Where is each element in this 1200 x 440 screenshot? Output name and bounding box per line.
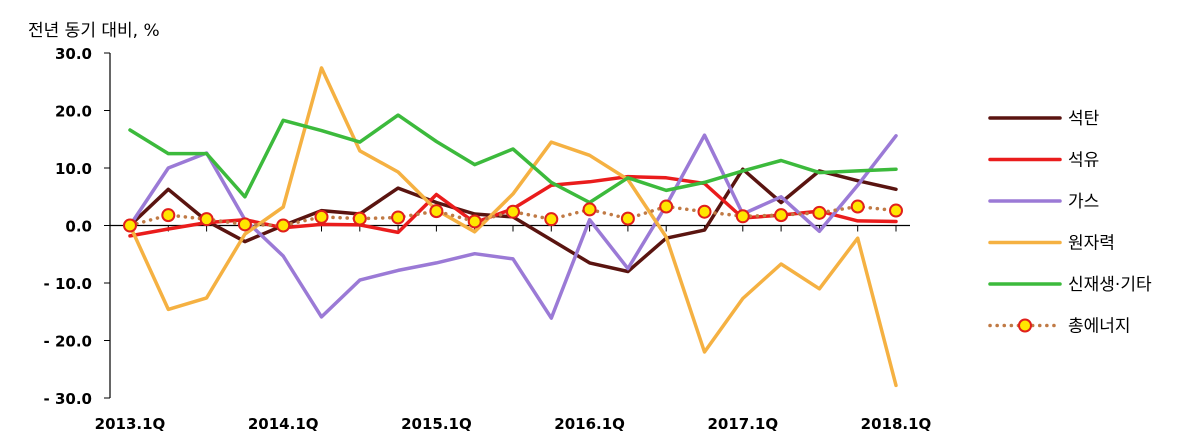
x-tick-label: 2015.1Q	[401, 415, 472, 433]
series-6-marker	[697, 204, 712, 219]
series-3-line	[128, 133, 898, 320]
series-6-marker	[812, 205, 827, 220]
series-6-marker	[199, 212, 214, 227]
series-4-line	[128, 66, 898, 388]
series-6-marker	[123, 218, 137, 233]
series-6-marker	[889, 203, 903, 218]
legend-item-1-label: 석탄	[1068, 109, 1100, 129]
series-5-line	[128, 113, 898, 205]
series-6-marker	[161, 208, 176, 223]
x-tick-label: 2017.1Q	[707, 415, 778, 433]
y-tick-label: - 20.0	[44, 333, 92, 351]
legend-item-3-label: 가스	[1068, 192, 1099, 212]
series-6-marker	[467, 214, 482, 229]
series-6-marker	[774, 208, 789, 223]
series-6-marker	[544, 212, 559, 227]
series-6-marker	[429, 204, 444, 219]
y-axis-unit-label: 전년 동기 대비, %	[28, 21, 160, 41]
series-6-marker	[352, 211, 367, 226]
legend-item-6-label: 총에너지	[1068, 317, 1131, 337]
legend-item-5-label: 신재생·기타	[1068, 275, 1152, 295]
series-6-marker	[391, 210, 406, 225]
y-tick-label: - 30.0	[44, 390, 92, 408]
x-tick-label: 2016.1Q	[554, 415, 625, 433]
series-6-marker	[735, 209, 750, 224]
y-tick-label: 10.0	[55, 160, 92, 178]
series-6-marker	[276, 218, 291, 233]
series-6-marker	[237, 217, 252, 232]
series-6-marker	[314, 209, 329, 224]
y-tick-label: - 10.0	[44, 275, 92, 293]
series-6-marker	[620, 211, 635, 226]
legend-item-4-label: 원자력	[1068, 234, 1115, 254]
series-6-marker	[582, 202, 597, 217]
y-tick-label: 0.0	[65, 218, 92, 236]
x-tick-label: 2013.1Q	[95, 415, 166, 433]
y-tick-label: 20.0	[55, 103, 92, 121]
x-tick-label: 2018.1Q	[861, 415, 932, 433]
x-tick-label: 2014.1Q	[248, 415, 319, 433]
legend-item-2-label: 석유	[1068, 151, 1099, 171]
y-tick-label: 30.0	[55, 45, 92, 63]
series-6-marker	[659, 199, 674, 214]
series-6-marker	[506, 204, 520, 219]
series-6-marker	[850, 199, 865, 214]
legend-item-6-marker	[1018, 318, 1032, 333]
